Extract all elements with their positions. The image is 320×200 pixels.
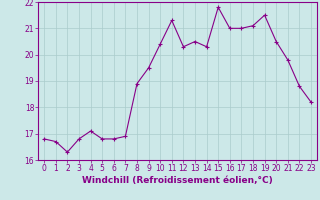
X-axis label: Windchill (Refroidissement éolien,°C): Windchill (Refroidissement éolien,°C) [82,176,273,185]
